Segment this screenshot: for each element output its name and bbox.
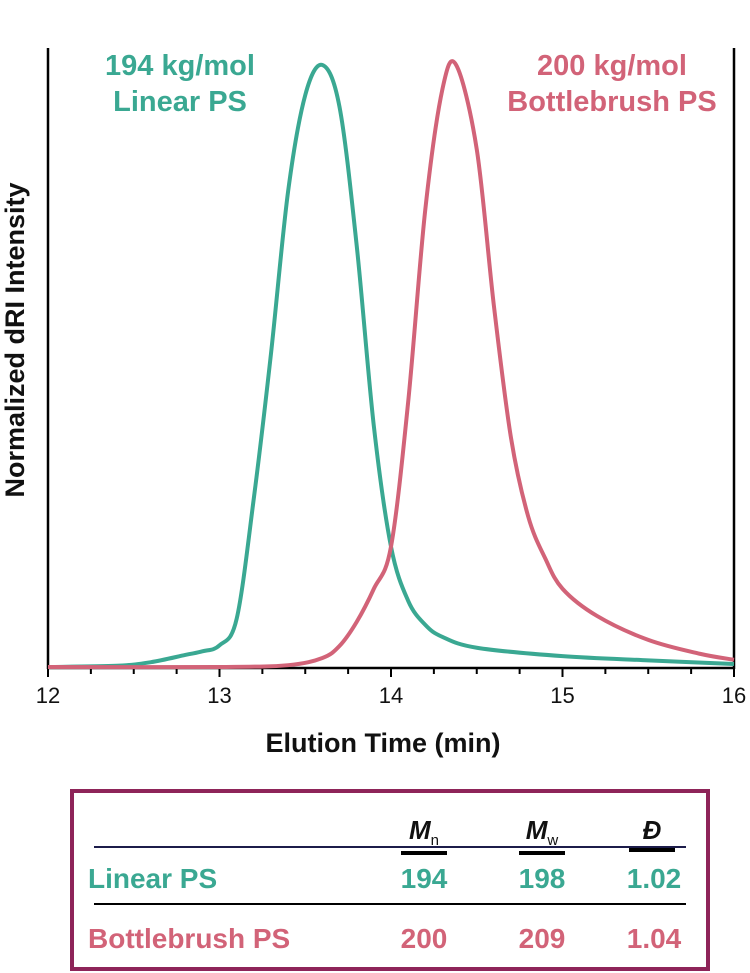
x-tick-label: 13 bbox=[207, 683, 231, 708]
header-dispersity: Đ bbox=[622, 815, 682, 852]
series-line-linear bbox=[47, 62, 735, 669]
chromatogram-chart: 12 13 14 15 16 Elution Time (min) Normalized d… bbox=[0, 48, 746, 758]
series-annotation: Bottlebrush PS bbox=[507, 86, 716, 118]
row-label-linear: Linear PS bbox=[88, 863, 218, 894]
x-tick-label: 14 bbox=[379, 683, 403, 708]
series-annotation: Linear PS bbox=[113, 86, 247, 118]
header-mn: Mn bbox=[394, 815, 454, 856]
x-axis-label: Elution Time (min) bbox=[266, 728, 501, 758]
header-mw: Mw bbox=[512, 815, 572, 856]
y-axis-label: Normalized dRI Intensity bbox=[0, 182, 30, 497]
series-line-bottlebrush bbox=[47, 59, 735, 670]
header-rule bbox=[94, 846, 686, 848]
cell-bottlebrush-mn: 200 bbox=[400, 923, 448, 954]
x-tick-label: 16 bbox=[722, 683, 746, 708]
series-annotation: 200 kg/mol bbox=[537, 50, 687, 82]
cell-linear-d: 1.02 bbox=[626, 863, 682, 894]
cell-linear-mn: 194 bbox=[400, 863, 448, 894]
cell-bottlebrush-d: 1.04 bbox=[626, 923, 682, 954]
x-tick-label: 15 bbox=[550, 683, 574, 708]
cell-linear-mw: 198 bbox=[518, 863, 566, 894]
series-annotation: 194 kg/mol bbox=[105, 50, 255, 82]
x-tick-label: 12 bbox=[36, 683, 60, 708]
row-label-bottlebrush: Bottlebrush PS bbox=[88, 923, 291, 954]
row-rule bbox=[94, 903, 686, 905]
cell-bottlebrush-mw: 209 bbox=[518, 923, 566, 954]
molecular-weight-table: Mn Mw Đ Linear PS 194 198 1.02 Bottlebru… bbox=[70, 789, 710, 971]
